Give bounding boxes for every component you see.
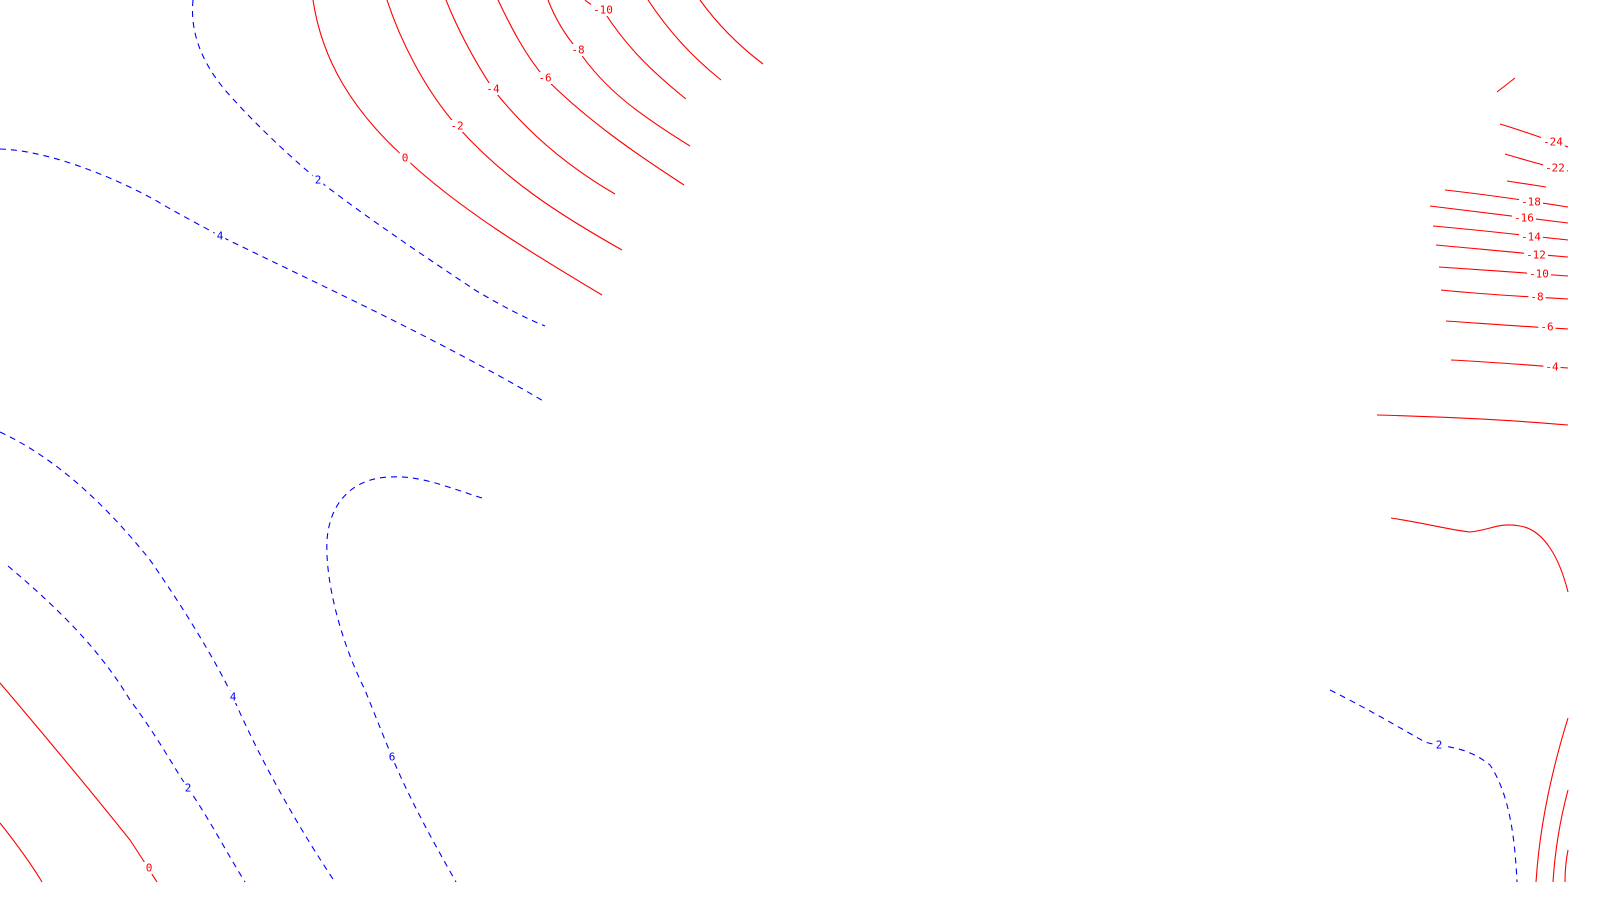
- contour-label: -24: [1543, 136, 1563, 149]
- contour-label-bg: [1512, 212, 1536, 224]
- contour-label-bg: [312, 174, 324, 186]
- contour-labels: -10 -8 -6 -4 -2 0 2 4 4 2 6 0 -24 -22 -18 -16 -14 -12 -10 -…: [143, 4, 1567, 875]
- contour-label: 0: [402, 152, 409, 165]
- contour-line-2: [191, 0, 546, 327]
- contour-label: -18: [1521, 196, 1541, 209]
- contour-label: 6: [389, 751, 396, 764]
- contour-line-0-edge: [0, 822, 43, 883]
- contour-label-bg: [536, 72, 554, 84]
- contour-label: 2: [185, 782, 192, 795]
- contour-label: -8: [571, 44, 584, 57]
- negative-contours-bottom-left: [0, 682, 158, 883]
- contour-line-6: [326, 476, 483, 883]
- contour-label: -6: [538, 72, 551, 85]
- contour-line-minus-2-right: [1376, 414, 1569, 426]
- contour-label: -4: [1545, 361, 1559, 374]
- contour-label: 2: [315, 174, 322, 187]
- contour-label: -12: [1526, 249, 1546, 262]
- contour-label-bg: [1541, 136, 1565, 148]
- contour-label-bg: [591, 4, 615, 16]
- contour-label-bg: [386, 751, 398, 763]
- contour-label-bg: [1524, 249, 1548, 261]
- contour-line-2-right: [1329, 689, 1518, 883]
- negative-contours-top-left: [312, 0, 764, 296]
- contour-line-minus-4: [445, 0, 616, 195]
- positive-contours-top-left: [0, 0, 546, 403]
- contour-line-minus-12-right: [1435, 244, 1569, 258]
- contour-line-minus-20: [1506, 180, 1547, 188]
- contour-label: -4: [486, 83, 500, 96]
- contour-label: -10: [1529, 268, 1549, 281]
- contour-label: -14: [1521, 231, 1541, 244]
- contour-line-minus-10-right: [1438, 266, 1569, 277]
- contour-line-0-right: [1390, 517, 1569, 593]
- contour-line-right-bottom-c: [1564, 849, 1569, 883]
- contour-line-right-bottom-b: [1552, 789, 1569, 883]
- contour-label: -10: [593, 4, 613, 17]
- positive-contours-right: [1329, 689, 1518, 883]
- positive-contours-bottom-left: [0, 431, 483, 883]
- contour-line-minus-2: [386, 0, 623, 251]
- contour-label-bg: [214, 230, 226, 242]
- contour-label-bg: [1528, 291, 1546, 303]
- contour-line-minus-6: [497, 0, 685, 186]
- contour-label: 0: [146, 862, 153, 875]
- contour-label: -2: [450, 120, 463, 133]
- contour-line-0: [312, 0, 603, 296]
- contour-line-minus-12: [647, 0, 722, 81]
- contour-label-bg: [1519, 231, 1543, 243]
- contour-line-4-lower: [0, 431, 336, 883]
- contour-label: -16: [1514, 212, 1534, 225]
- contour-label: -6: [1540, 321, 1553, 334]
- contour-label-bg: [1519, 196, 1543, 208]
- contour-label: 4: [217, 230, 224, 243]
- contour-label-bg: [1538, 321, 1556, 333]
- contour-label: 4: [230, 691, 237, 704]
- contour-label-bg: [1433, 739, 1445, 751]
- contour-label-bg: [1543, 361, 1561, 373]
- contour-label-bg: [484, 83, 502, 95]
- contour-line-minus-14: [699, 0, 764, 65]
- contour-label-bg: [448, 120, 466, 132]
- contour-label-bg: [143, 862, 155, 874]
- contour-line-minus-18: [1444, 189, 1569, 208]
- contour-line-4: [0, 148, 546, 403]
- contour-label-bg: [1527, 268, 1551, 280]
- contour-label-bg: [399, 152, 411, 164]
- contour-line-right-bottom-a: [1535, 717, 1569, 883]
- contour-label-bg: [569, 44, 587, 56]
- contour-label: 2: [1436, 739, 1443, 752]
- contour-line-2-lower: [7, 565, 246, 883]
- contour-label-bg: [1543, 162, 1567, 174]
- contour-label: -8: [1530, 291, 1543, 304]
- contour-line-minus-14-right: [1432, 225, 1569, 241]
- contour-line-fragment-top: [1496, 77, 1516, 93]
- contour-label-bg: [227, 691, 239, 703]
- contour-line-minus-8: [547, 0, 691, 147]
- contour-label-bg: [182, 782, 194, 794]
- contour-line-minus-8-right: [1440, 289, 1569, 300]
- contour-line-minus-16: [1429, 205, 1569, 224]
- contour-label: -22: [1545, 162, 1565, 175]
- contour-line-0-lower: [0, 682, 158, 883]
